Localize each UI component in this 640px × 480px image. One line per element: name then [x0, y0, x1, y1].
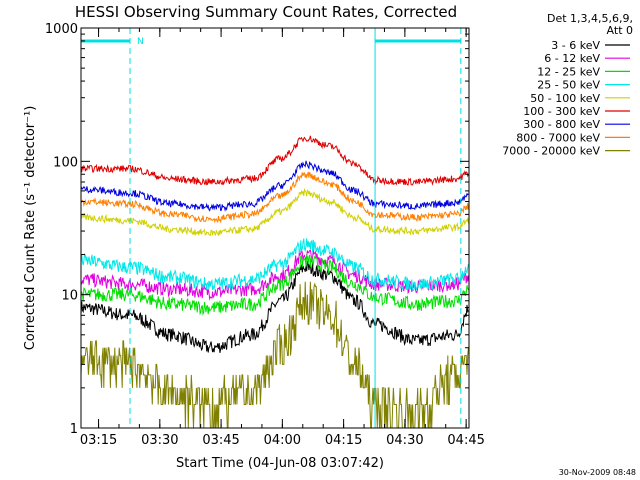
series-800-7000keV: [80, 171, 469, 224]
legend-header: Att 0: [607, 24, 633, 37]
series-300-800keV: [80, 160, 469, 212]
legend-header: Det 1,3,4,5,6,9,: [547, 12, 633, 25]
x-tick-label: 04:45: [447, 433, 484, 448]
y-tick-label: 1000: [45, 22, 78, 37]
series-line: [80, 135, 469, 186]
night-label: N: [137, 37, 144, 47]
y-tick-label: 10: [61, 289, 78, 304]
y-axis-label: Corrected Count Rate (s⁻¹ detector⁻¹): [23, 106, 38, 351]
x-tick-label: 04:00: [264, 433, 301, 448]
legend-entry-label: 800 - 7000 keV: [516, 131, 600, 144]
series-line: [80, 187, 469, 237]
series-6-12keV: [80, 249, 469, 301]
y-axis-label-text: Corrected Count Rate (s⁻¹ detector⁻¹): [23, 106, 38, 351]
x-tick-label: 03:15: [80, 433, 117, 448]
legend-entry-label: 25 - 50 keV: [537, 79, 600, 92]
series-line: [80, 260, 469, 353]
x-tick-label: 04:30: [386, 433, 423, 448]
series-12-25keV: [80, 254, 469, 316]
series-line: [80, 171, 469, 224]
series-line: [80, 160, 469, 212]
legend-entry-label: 100 - 300 keV: [523, 105, 600, 118]
y-axis: 1 10 100 1000: [45, 22, 469, 437]
series-50-100keV: [80, 187, 469, 237]
x-axis: 03:15 03:30 03:45 04:00 04:15 04:30 04:45: [80, 28, 485, 448]
x-tick-label: 04:15: [325, 433, 362, 448]
series-line: [80, 249, 469, 301]
legend-entry-label: 7000 - 20000 keV: [502, 145, 600, 158]
legend-entry-label: 300 - 800 keV: [523, 118, 600, 131]
legend-entry-label: 3 - 6 keV: [551, 39, 600, 52]
x-tick-label: 03:30: [141, 433, 178, 448]
series-25-50keV: [80, 238, 469, 292]
date-stamp: 30-Nov-2009 08:48: [559, 468, 636, 477]
series-line: [80, 254, 469, 316]
legend-entry-label: 50 - 100 keV: [530, 92, 600, 105]
series-100-300keV: [80, 135, 469, 186]
x-tick-label: 03:45: [202, 433, 239, 448]
plot-frame: [80, 27, 470, 429]
legend-entry-label: 6 - 12 keV: [544, 52, 600, 65]
series-group: [80, 135, 469, 429]
x-axis-label: Start Time (04-Jun-08 03:07:42): [176, 456, 384, 471]
y-tick-label: 100: [53, 155, 78, 170]
y-tick-label: 1: [70, 422, 78, 437]
legend-entry-label: 12 - 25 keV: [537, 65, 600, 78]
chart-title: HESSI Observing Summary Count Rates, Cor…: [75, 3, 457, 21]
series-line: [80, 238, 469, 292]
series-3-6keV: [80, 260, 469, 353]
